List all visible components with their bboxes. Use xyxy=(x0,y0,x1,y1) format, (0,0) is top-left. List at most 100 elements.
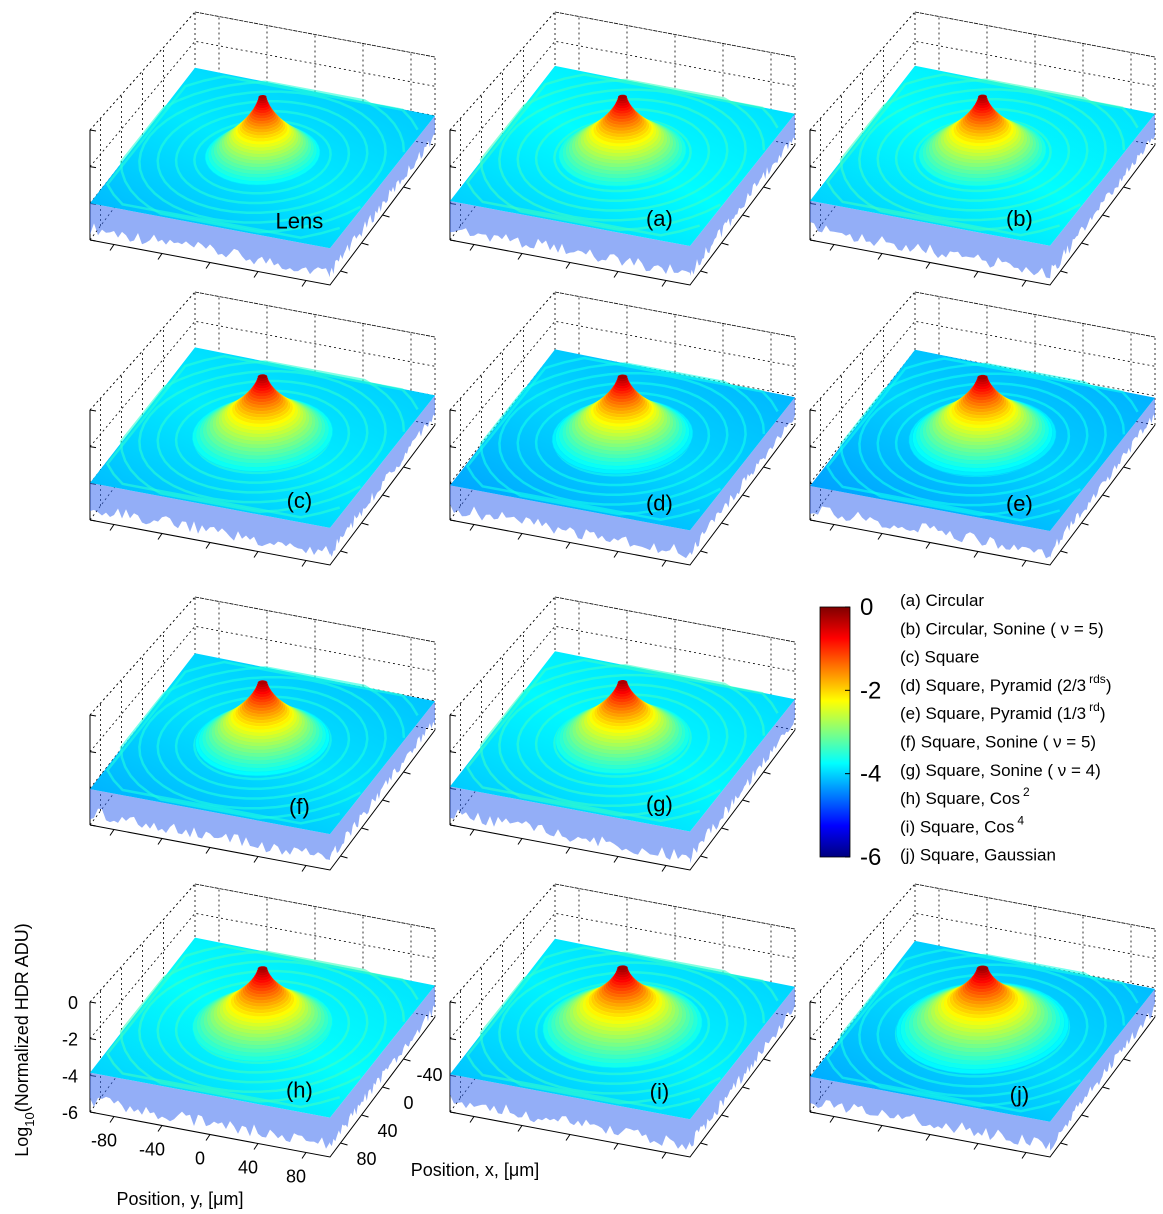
surface-peak xyxy=(257,966,268,972)
y-tick xyxy=(109,524,115,531)
y-tick xyxy=(301,865,307,872)
y-tick xyxy=(661,1152,667,1159)
x-tick xyxy=(763,771,771,775)
z-tick xyxy=(89,409,97,412)
grid-line xyxy=(449,40,796,167)
x-tick xyxy=(763,466,771,470)
surface-ripple xyxy=(193,119,332,195)
grid-line xyxy=(89,320,436,447)
y-tick xyxy=(205,847,211,854)
z-tick xyxy=(809,166,817,169)
y-tick xyxy=(613,1143,619,1150)
grid-line xyxy=(809,320,1156,447)
surface-panel xyxy=(449,596,796,872)
y-tick xyxy=(877,533,883,540)
grid-line xyxy=(89,11,436,131)
grid-line xyxy=(89,625,436,752)
y-tick xyxy=(565,1134,571,1141)
surface-panel xyxy=(89,883,436,1159)
y-tick xyxy=(469,244,475,251)
grid-line xyxy=(809,40,1156,167)
legend-entry: (a) Circular xyxy=(900,591,984,610)
surface-ripple xyxy=(516,381,729,497)
legend-text: (a) Circular xyxy=(900,591,984,610)
x-axis-title: Position, x, [μm] xyxy=(411,1160,539,1180)
surface-peak xyxy=(257,680,268,686)
surface-peak xyxy=(257,374,268,380)
x-tick xyxy=(340,270,348,274)
surface-ripple xyxy=(156,100,369,214)
y-tick xyxy=(877,1125,883,1132)
legend-text: (c) Square xyxy=(900,648,979,667)
colorbar-tick-label: -2 xyxy=(860,677,881,704)
z-tick xyxy=(89,1001,97,1004)
x-tick xyxy=(361,827,369,831)
y-tick xyxy=(253,1143,259,1150)
y-tick xyxy=(469,1116,475,1123)
surface-ripple xyxy=(479,78,766,232)
y-tick xyxy=(1021,1152,1027,1159)
surface-skirt xyxy=(810,988,1155,1151)
y-tick xyxy=(517,253,523,260)
colorbar xyxy=(819,606,851,858)
x-tick xyxy=(403,1058,411,1062)
grid-line xyxy=(449,291,796,411)
surface-ripple xyxy=(825,948,1139,1113)
legend-sup: rds xyxy=(1089,672,1106,686)
surface-ripple xyxy=(516,98,729,212)
surface-ripple xyxy=(534,107,711,203)
x-tick xyxy=(361,522,369,526)
grid-line xyxy=(809,291,1156,411)
x-tick xyxy=(721,242,729,246)
x-tick xyxy=(721,1114,729,1118)
y-tick xyxy=(253,551,259,558)
surface-ripple xyxy=(498,961,747,1095)
surface-skirt xyxy=(450,986,795,1150)
y-axis-title: Position, y, [μm] xyxy=(116,1189,243,1209)
legend-text: (g) Square, Sonine ( ν = 4) xyxy=(900,761,1101,780)
y-tick xyxy=(205,542,211,549)
y-tick xyxy=(829,244,835,251)
y-tick xyxy=(109,829,115,836)
surface-ripple xyxy=(858,88,1107,222)
z-tick xyxy=(89,129,97,132)
z-tick xyxy=(809,129,817,132)
y-tick xyxy=(301,560,307,567)
legend-after: ) xyxy=(1100,704,1106,723)
x-tick xyxy=(382,1086,390,1090)
legend-entry: (f) Square, Sonine ( ν = 5) xyxy=(900,733,1096,752)
colorbar-tick-label: 0 xyxy=(860,594,873,621)
y-tick xyxy=(469,524,475,531)
surface-ripple xyxy=(498,372,747,506)
surface-ripple xyxy=(119,80,406,234)
surface-skirt xyxy=(810,397,1155,559)
legend-sup: 2 xyxy=(1023,785,1030,799)
legend-entry: (j) Square, Gaussian xyxy=(900,846,1056,865)
grid-line xyxy=(449,912,796,1039)
z-tick xyxy=(89,446,97,449)
legend-sup: rd xyxy=(1089,700,1100,714)
legend-entry: (e) Square, Pyramid (1/3 rd) xyxy=(900,700,1105,723)
legend-text: (e) Square, Pyramid (1/3 xyxy=(900,704,1086,723)
box-edge xyxy=(914,883,1156,930)
box-edge xyxy=(194,11,436,58)
z-tick xyxy=(809,409,817,412)
legend-after: ) xyxy=(1106,676,1112,695)
x-tick xyxy=(700,550,708,554)
z-tick xyxy=(89,751,97,754)
panel-label: (h) xyxy=(286,1078,313,1103)
x-tick xyxy=(382,494,390,498)
legend-text: (h) Square, Cos xyxy=(900,789,1020,808)
surface-ripple xyxy=(105,944,419,1109)
y-tick-label: -80 xyxy=(91,1131,117,1151)
x-tick-label: -40 xyxy=(416,1065,442,1085)
z-tick xyxy=(449,714,457,717)
surface-peak xyxy=(617,965,628,971)
x-tick xyxy=(1102,1086,1110,1090)
y-tick xyxy=(253,271,259,278)
surface-ripple xyxy=(138,960,387,1094)
floor-edge xyxy=(449,144,796,286)
panel-label: (g) xyxy=(646,792,673,817)
surface-skirt xyxy=(450,699,795,864)
